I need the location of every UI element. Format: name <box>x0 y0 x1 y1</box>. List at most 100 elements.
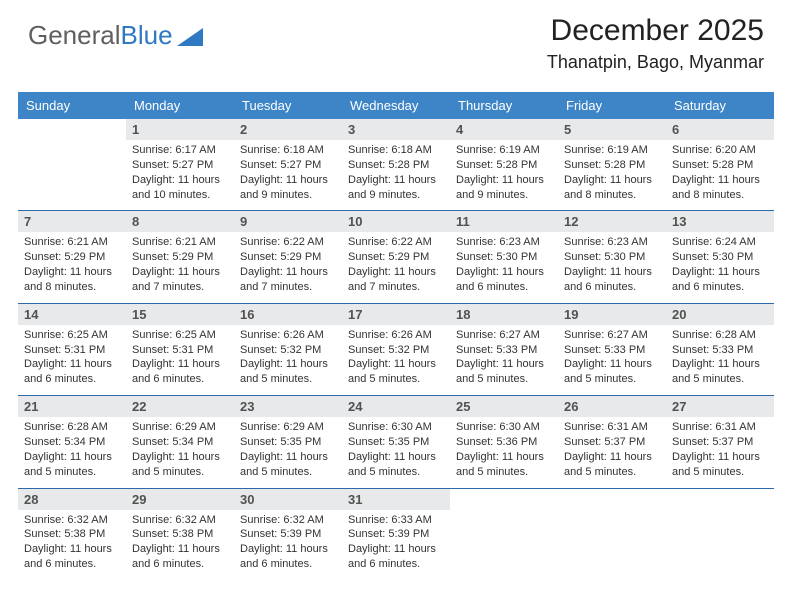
day-cell: 28Sunrise: 6:32 AMSunset: 5:38 PMDayligh… <box>18 488 126 580</box>
calendar-table: Sunday Monday Tuesday Wednesday Thursday… <box>18 92 774 580</box>
day-cell: 26Sunrise: 6:31 AMSunset: 5:37 PMDayligh… <box>558 396 666 488</box>
day-info: Sunrise: 6:31 AMSunset: 5:37 PMDaylight:… <box>666 417 774 487</box>
sunrise-text: Sunrise: 6:24 AM <box>672 235 768 250</box>
day-header: Saturday <box>666 92 774 119</box>
day-number: 9 <box>234 211 342 232</box>
day-cell: 21Sunrise: 6:28 AMSunset: 5:34 PMDayligh… <box>18 396 126 488</box>
day-cell: 17Sunrise: 6:26 AMSunset: 5:32 PMDayligh… <box>342 303 450 395</box>
sunset-text: Sunset: 5:34 PM <box>24 435 120 450</box>
month-year-title: December 2025 <box>547 14 764 48</box>
day-number: 19 <box>558 304 666 325</box>
day-number: 29 <box>126 489 234 510</box>
day-cell <box>558 488 666 580</box>
day-number: 27 <box>666 396 774 417</box>
sunset-text: Sunset: 5:37 PM <box>672 435 768 450</box>
day-cell: 9Sunrise: 6:22 AMSunset: 5:29 PMDaylight… <box>234 211 342 303</box>
week-row: 1Sunrise: 6:17 AMSunset: 5:27 PMDaylight… <box>18 119 774 211</box>
brand-logo: GeneralBlue <box>28 20 203 51</box>
daylight-text: Daylight: 11 hours and 9 minutes. <box>456 173 552 203</box>
day-number: 5 <box>558 119 666 140</box>
day-info: Sunrise: 6:26 AMSunset: 5:32 PMDaylight:… <box>342 325 450 395</box>
week-row: 7Sunrise: 6:21 AMSunset: 5:29 PMDaylight… <box>18 211 774 303</box>
sunrise-text: Sunrise: 6:25 AM <box>132 328 228 343</box>
sunset-text: Sunset: 5:36 PM <box>456 435 552 450</box>
daylight-text: Daylight: 11 hours and 5 minutes. <box>240 357 336 387</box>
sunset-text: Sunset: 5:34 PM <box>132 435 228 450</box>
day-cell: 30Sunrise: 6:32 AMSunset: 5:39 PMDayligh… <box>234 488 342 580</box>
day-number-empty <box>450 489 558 510</box>
sunset-text: Sunset: 5:32 PM <box>240 343 336 358</box>
day-number: 25 <box>450 396 558 417</box>
day-number: 7 <box>18 211 126 232</box>
daylight-text: Daylight: 11 hours and 8 minutes. <box>24 265 120 295</box>
day-number: 12 <box>558 211 666 232</box>
day-cell: 24Sunrise: 6:30 AMSunset: 5:35 PMDayligh… <box>342 396 450 488</box>
sunrise-text: Sunrise: 6:33 AM <box>348 513 444 528</box>
day-number-empty <box>558 489 666 510</box>
daylight-text: Daylight: 11 hours and 6 minutes. <box>24 357 120 387</box>
sunset-text: Sunset: 5:30 PM <box>672 250 768 265</box>
daylight-text: Daylight: 11 hours and 8 minutes. <box>564 173 660 203</box>
day-info: Sunrise: 6:31 AMSunset: 5:37 PMDaylight:… <box>558 417 666 487</box>
day-cell: 15Sunrise: 6:25 AMSunset: 5:31 PMDayligh… <box>126 303 234 395</box>
sunset-text: Sunset: 5:28 PM <box>456 158 552 173</box>
day-number: 24 <box>342 396 450 417</box>
day-cell: 14Sunrise: 6:25 AMSunset: 5:31 PMDayligh… <box>18 303 126 395</box>
day-number: 22 <box>126 396 234 417</box>
day-cell: 12Sunrise: 6:23 AMSunset: 5:30 PMDayligh… <box>558 211 666 303</box>
day-info: Sunrise: 6:27 AMSunset: 5:33 PMDaylight:… <box>558 325 666 395</box>
sunset-text: Sunset: 5:35 PM <box>348 435 444 450</box>
day-cell <box>450 488 558 580</box>
day-info: Sunrise: 6:33 AMSunset: 5:39 PMDaylight:… <box>342 510 450 580</box>
day-number-empty <box>18 119 126 140</box>
daylight-text: Daylight: 11 hours and 6 minutes. <box>240 542 336 572</box>
sunset-text: Sunset: 5:39 PM <box>348 527 444 542</box>
daylight-text: Daylight: 11 hours and 5 minutes. <box>132 450 228 480</box>
daylight-text: Daylight: 11 hours and 6 minutes. <box>672 265 768 295</box>
sunrise-text: Sunrise: 6:28 AM <box>672 328 768 343</box>
sunrise-text: Sunrise: 6:25 AM <box>24 328 120 343</box>
day-info: Sunrise: 6:22 AMSunset: 5:29 PMDaylight:… <box>234 232 342 302</box>
sunrise-text: Sunrise: 6:28 AM <box>24 420 120 435</box>
sunset-text: Sunset: 5:30 PM <box>456 250 552 265</box>
sunset-text: Sunset: 5:29 PM <box>132 250 228 265</box>
day-number: 6 <box>666 119 774 140</box>
sunset-text: Sunset: 5:31 PM <box>132 343 228 358</box>
daylight-text: Daylight: 11 hours and 5 minutes. <box>456 450 552 480</box>
sunset-text: Sunset: 5:29 PM <box>348 250 444 265</box>
sunset-text: Sunset: 5:28 PM <box>348 158 444 173</box>
sunset-text: Sunset: 5:33 PM <box>564 343 660 358</box>
day-info: Sunrise: 6:26 AMSunset: 5:32 PMDaylight:… <box>234 325 342 395</box>
day-info: Sunrise: 6:21 AMSunset: 5:29 PMDaylight:… <box>126 232 234 302</box>
day-info: Sunrise: 6:32 AMSunset: 5:39 PMDaylight:… <box>234 510 342 580</box>
day-cell: 3Sunrise: 6:18 AMSunset: 5:28 PMDaylight… <box>342 119 450 211</box>
day-number-empty <box>666 489 774 510</box>
daylight-text: Daylight: 11 hours and 9 minutes. <box>240 173 336 203</box>
day-cell <box>666 488 774 580</box>
sunset-text: Sunset: 5:27 PM <box>240 158 336 173</box>
day-cell: 18Sunrise: 6:27 AMSunset: 5:33 PMDayligh… <box>450 303 558 395</box>
location-subtitle: Thanatpin, Bago, Myanmar <box>547 52 764 73</box>
day-header: Sunday <box>18 92 126 119</box>
day-number: 17 <box>342 304 450 325</box>
day-info: Sunrise: 6:25 AMSunset: 5:31 PMDaylight:… <box>126 325 234 395</box>
day-number: 20 <box>666 304 774 325</box>
day-cell: 31Sunrise: 6:33 AMSunset: 5:39 PMDayligh… <box>342 488 450 580</box>
day-info: Sunrise: 6:30 AMSunset: 5:36 PMDaylight:… <box>450 417 558 487</box>
sunrise-text: Sunrise: 6:22 AM <box>240 235 336 250</box>
daylight-text: Daylight: 11 hours and 5 minutes. <box>240 450 336 480</box>
sunrise-text: Sunrise: 6:21 AM <box>24 235 120 250</box>
day-info: Sunrise: 6:30 AMSunset: 5:35 PMDaylight:… <box>342 417 450 487</box>
sunrise-text: Sunrise: 6:29 AM <box>132 420 228 435</box>
daylight-text: Daylight: 11 hours and 6 minutes. <box>456 265 552 295</box>
daylight-text: Daylight: 11 hours and 5 minutes. <box>348 450 444 480</box>
day-info: Sunrise: 6:28 AMSunset: 5:34 PMDaylight:… <box>18 417 126 487</box>
day-number: 15 <box>126 304 234 325</box>
day-info: Sunrise: 6:32 AMSunset: 5:38 PMDaylight:… <box>126 510 234 580</box>
daylight-text: Daylight: 11 hours and 6 minutes. <box>132 357 228 387</box>
sunrise-text: Sunrise: 6:26 AM <box>348 328 444 343</box>
day-cell: 8Sunrise: 6:21 AMSunset: 5:29 PMDaylight… <box>126 211 234 303</box>
day-cell: 2Sunrise: 6:18 AMSunset: 5:27 PMDaylight… <box>234 119 342 211</box>
day-cell: 4Sunrise: 6:19 AMSunset: 5:28 PMDaylight… <box>450 119 558 211</box>
day-cell: 11Sunrise: 6:23 AMSunset: 5:30 PMDayligh… <box>450 211 558 303</box>
